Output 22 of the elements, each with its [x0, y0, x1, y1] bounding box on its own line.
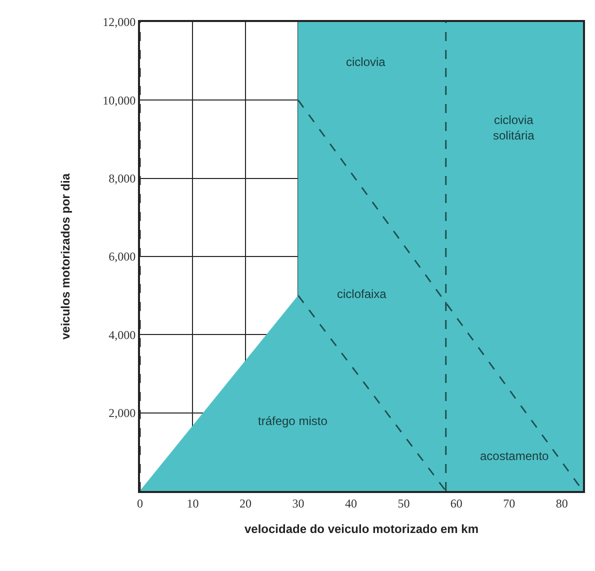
- annotation: ciclovia solitária: [493, 113, 535, 143]
- y-tick-label: 6,000: [108, 250, 136, 264]
- x-tick-label: 40: [344, 496, 357, 510]
- y-tick-label: 12,000: [102, 15, 136, 30]
- annotation: ciclovia: [346, 55, 386, 69]
- y-tick-label: 4,000: [108, 328, 136, 342]
- x-tick-label: 70: [503, 496, 516, 510]
- x-tick-label: 80: [556, 496, 568, 510]
- x-tick-label: 30: [292, 496, 304, 510]
- x-tick-label: 50: [398, 496, 410, 510]
- y-tick-label: 8,000: [108, 172, 136, 186]
- y-tick-label: 2,000: [108, 406, 136, 420]
- annotation: ciclofaixa: [337, 287, 387, 301]
- x-axis-title: velocidade do veiculo motorizado em km: [244, 522, 479, 536]
- x-tick-label: 10: [186, 496, 199, 510]
- x-tick-label: 0: [137, 496, 143, 510]
- x-tick-label: 20: [239, 496, 252, 510]
- y-tick-label: 10,000: [102, 93, 136, 108]
- annotation: tráfego misto: [258, 414, 328, 428]
- y-axis-title: veiculos motorizados por dia: [58, 173, 72, 340]
- annotation: acostamento: [480, 449, 550, 463]
- x-tick-label: 60: [450, 496, 462, 510]
